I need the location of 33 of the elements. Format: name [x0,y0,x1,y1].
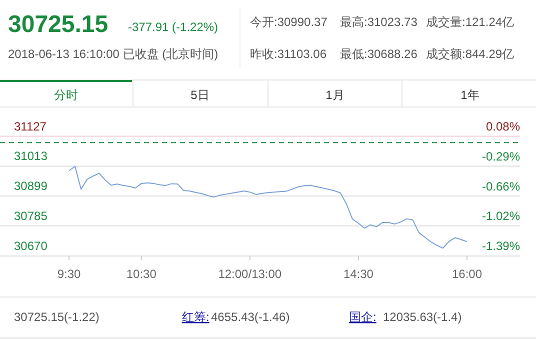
y-tick-label: 31013 [14,149,48,164]
y-tick-label: 30785 [14,208,48,223]
text: 30725.15(-1.22) [14,310,100,324]
text: 2018-06-13 16:10:00 已收盘 (北京时间) [8,47,218,61]
text: 1月 [326,88,344,102]
y-tick-label: 30670 [14,239,48,253]
text: 最低:30688.26 [340,47,418,61]
y2-tick-label: -0.66% [482,180,520,194]
y-tick-label: 30899 [14,179,48,194]
text: 4655.43(-1.46) [211,310,290,324]
text: 1年 [460,88,480,102]
chart-subtitle: -377.91 (-1.22%) [128,20,218,34]
text: 成交量:121.24亿 [426,15,514,29]
text: 红筹: [182,310,210,324]
text: 昨收:31103.06 [250,47,327,61]
y-tick-label: 31127 [14,119,47,134]
x-tick-label: 12:00/13:00 [218,267,282,281]
x-tick-label: 9:30 [57,267,81,281]
x-tick-label: 14:30 [343,267,374,281]
y2-tick-label: -0.29% [482,149,520,164]
text: 今开:30990.37 [250,15,328,29]
x-tick-label: 16:00 [452,267,482,281]
chart-title: 30725.15 [8,11,108,38]
text: 国企: [349,310,376,324]
x-tick-label: 10:30 [126,267,157,281]
y2-tick-label: -1.02% [482,208,520,223]
text: 5日 [190,88,210,102]
y2-tick-label: -1.39% [482,239,520,253]
text: 分时 [54,88,78,102]
y2-tick-label: 0.08% [486,119,520,134]
text: 最高:31023.73 [340,15,418,29]
text: 成交额:844.29亿 [426,47,514,61]
text: 12035.63(-1.4) [383,310,462,324]
